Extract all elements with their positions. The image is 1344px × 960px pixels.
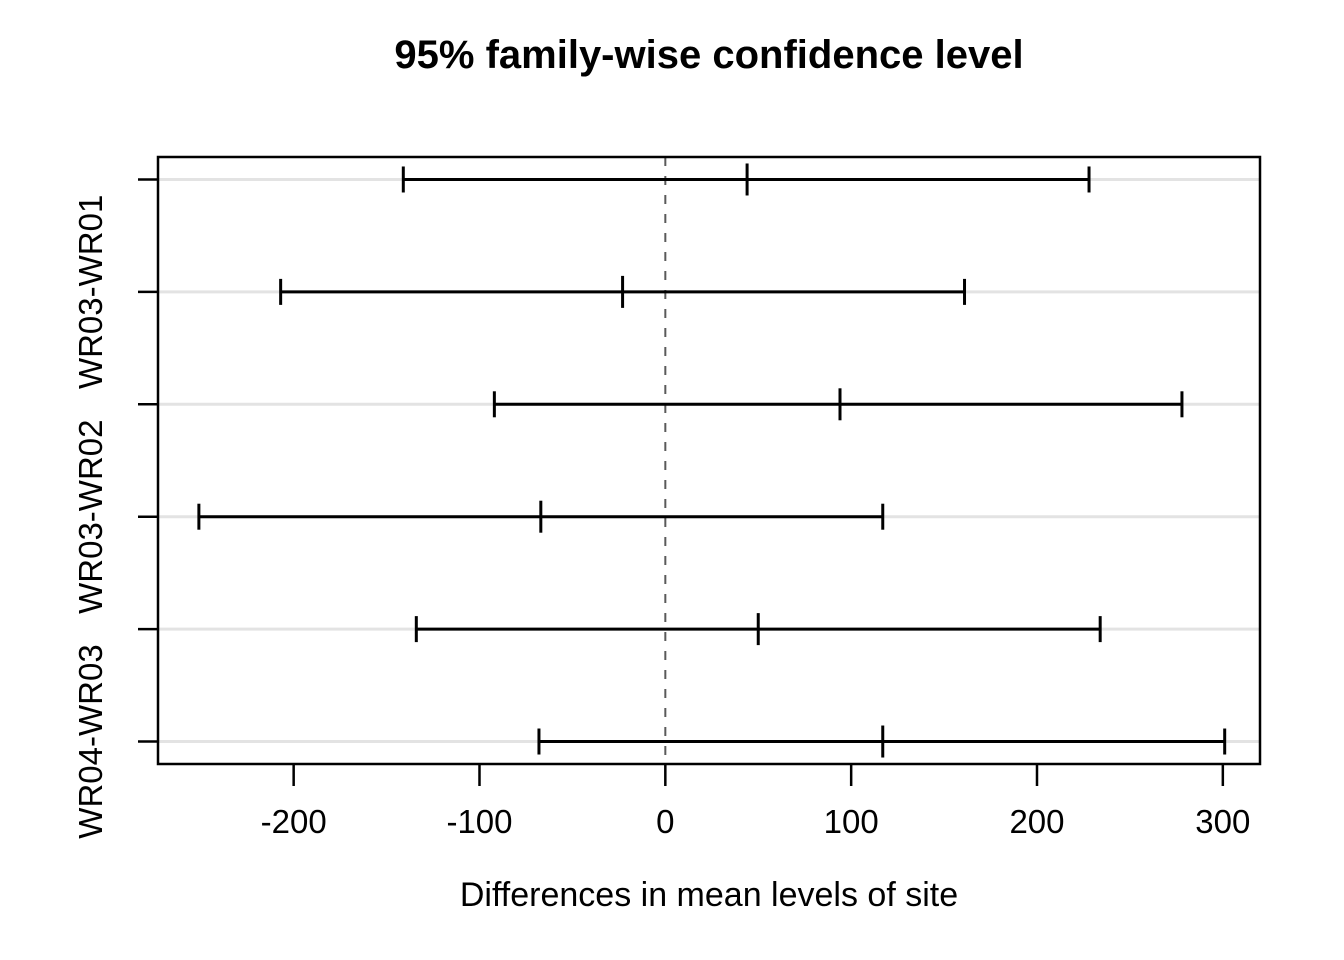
x-tick-label: 300	[1195, 803, 1250, 840]
y-tick-label: WR04-WR03	[72, 644, 109, 838]
x-tick-label: 0	[656, 803, 674, 840]
x-tick-label: -100	[446, 803, 512, 840]
chart-title: 95% family-wise confidence level	[394, 33, 1024, 77]
x-tick-label: 100	[824, 803, 879, 840]
x-tick-label: 200	[1009, 803, 1064, 840]
x-axis-title: Differences in mean levels of site	[459, 876, 959, 914]
plot-border	[156, 155, 1262, 766]
y-tick-label: WR03-WR02	[72, 420, 109, 614]
x-tick-label: -200	[261, 803, 327, 840]
y-tick-label: WR03-WR01	[72, 195, 109, 389]
